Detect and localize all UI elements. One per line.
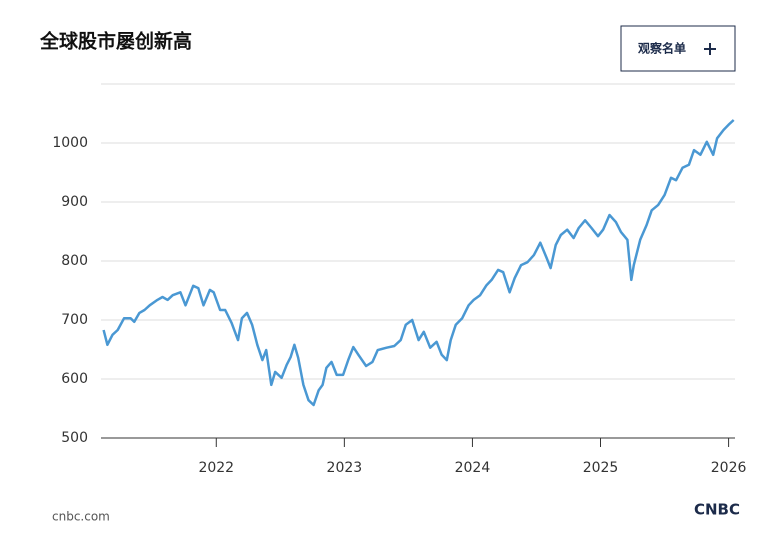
x-tick-label: 2022 <box>198 460 234 476</box>
logo: CNBC <box>694 501 740 519</box>
source: cnbc.com <box>52 510 110 524</box>
x-tick-label: 2024 <box>455 460 491 476</box>
y-tick-label: 600 <box>61 371 88 387</box>
y-tick-label: 800 <box>61 253 88 269</box>
chart-title: 全球股市屡创新高 <box>39 30 192 53</box>
x-tick-label: 2025 <box>583 460 619 476</box>
y-tick-label: 500 <box>61 430 88 446</box>
y-tick-label: 1000 <box>52 135 88 151</box>
plus-icon[interactable] <box>704 43 716 55</box>
watchlist-button[interactable]: 观察名单 <box>620 25 736 72</box>
y-tick-label: 700 <box>61 312 88 328</box>
x-tick-label: 2023 <box>327 460 363 476</box>
button-label[interactable]: 观察名单 <box>638 41 686 56</box>
y-tick-label: 900 <box>61 194 88 210</box>
line-series <box>102 119 735 407</box>
x-tick-label: 2026 <box>711 460 747 476</box>
